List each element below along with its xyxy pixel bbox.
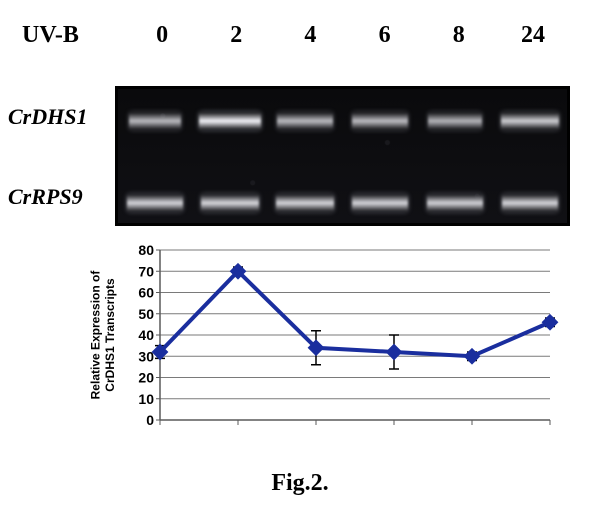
crdhs1-label: CrDHS1: [8, 104, 87, 130]
timepoint-8: 8: [422, 22, 496, 49]
gel-band: [501, 112, 559, 130]
gel-band: [502, 194, 558, 212]
svg-text:70: 70: [138, 263, 154, 279]
gel-lane: [118, 107, 193, 135]
gel-band: [352, 112, 408, 130]
gel-lane: [492, 189, 567, 217]
gel-band: [427, 194, 483, 212]
svg-text:10: 10: [138, 391, 154, 407]
gel-row-crdhs1: [118, 107, 567, 135]
gel-band: [129, 112, 181, 130]
gel-band: [428, 112, 482, 130]
svg-text:0: 0: [146, 412, 154, 428]
figure-root: UV-B 0 2 4 6 8 24 CrDHS1 CrRPS9 01020304…: [0, 0, 600, 521]
svg-text:80: 80: [138, 242, 154, 258]
timepoint-2: 2: [199, 22, 273, 49]
gel-lane: [342, 107, 417, 135]
gel-lane: [492, 107, 567, 135]
svg-text:40: 40: [138, 327, 154, 343]
gel-lane: [118, 189, 193, 217]
uvb-label: UV-B: [22, 22, 79, 49]
gel-lane: [193, 107, 268, 135]
figure-caption: Fig.2.: [0, 470, 600, 497]
chart-area: 0 10 20 30 40 50 60 70 80 Relative Expression ofC…: [90, 235, 570, 460]
timepoint-24: 24: [496, 22, 570, 49]
gel-panel: [115, 86, 570, 226]
svg-text:20: 20: [138, 370, 154, 386]
gel-band: [199, 112, 261, 130]
gel-band: [127, 194, 183, 212]
timepoint-6: 6: [348, 22, 422, 49]
svg-text:30: 30: [138, 348, 154, 364]
timepoint-4: 4: [273, 22, 347, 49]
gel-band: [277, 112, 333, 130]
gel-lane: [342, 189, 417, 217]
line-chart: 0 10 20 30 40 50 60 70 80 Relative Expression ofC…: [90, 235, 570, 460]
gel-lane: [268, 189, 343, 217]
gel-band: [276, 194, 334, 212]
svg-text:50: 50: [138, 306, 154, 322]
gel-lane: [268, 107, 343, 135]
svg-text:60: 60: [138, 285, 154, 301]
crrps9-label: CrRPS9: [8, 184, 83, 210]
gel-lane: [417, 107, 492, 135]
gel-band: [352, 194, 408, 212]
timepoint-0: 0: [125, 22, 199, 49]
timepoint-row: 0 2 4 6 8 24: [125, 22, 570, 49]
gel-band: [201, 194, 259, 212]
gel-lane: [417, 189, 492, 217]
gel-row-crrps9: [118, 189, 567, 217]
gel-lane: [193, 189, 268, 217]
svg-text:Relative Expression ofCrDHS1 T: Relative Expression ofCrDHS1 Transcripts: [90, 270, 117, 400]
